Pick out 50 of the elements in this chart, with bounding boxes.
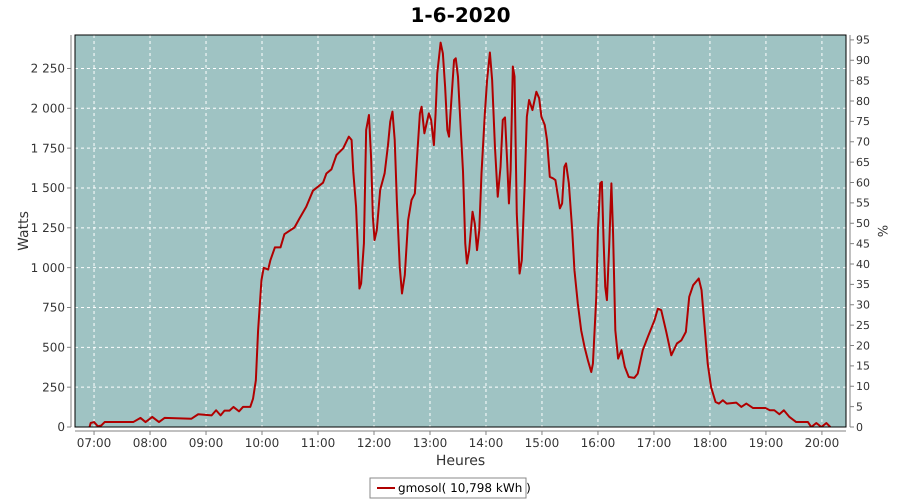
y2-tick-label: 5: [856, 400, 863, 414]
y-tick-label: 750: [42, 300, 65, 315]
line-series: [88, 42, 832, 427]
x-tick-label: 16:00: [580, 436, 616, 450]
y2-tick-label: 60: [856, 176, 870, 190]
y2-axis-title: %: [874, 224, 889, 238]
y2-tick-label: 50: [856, 217, 870, 230]
y-tick-label: 2 250: [30, 62, 65, 76]
y-tick-label: 0: [57, 420, 65, 434]
y2-tick-label: 45: [856, 237, 870, 250]
y2-tick-label: 30: [856, 298, 870, 312]
x-tick-label: 09:00: [188, 436, 224, 450]
y2-tick-label: 20: [856, 339, 870, 352]
x-tick-label: 13:00: [412, 436, 448, 450]
x-tick-label: 20:00: [804, 436, 840, 450]
y2-tick-label: 0: [856, 420, 863, 434]
y2-tick-label: 75: [856, 115, 870, 128]
x-tick-label: 18:00: [692, 436, 728, 450]
x-tick-label: 17:00: [636, 436, 672, 450]
y-axis-title: Watts: [16, 211, 32, 251]
x-tick-label: 15:00: [524, 436, 560, 450]
y2-tick-label: 65: [856, 156, 870, 169]
y2-tick-label: 90: [856, 54, 870, 68]
x-tick-label: 11:00: [300, 436, 336, 450]
x-tick-label: 08:00: [132, 436, 168, 450]
y2-tick-label: 70: [856, 136, 870, 149]
x-tick-label: 19:00: [748, 436, 784, 450]
y2-tick-label: 25: [856, 318, 870, 332]
x-tick-label: 12:00: [356, 436, 392, 450]
x-tick-label: 14:00: [468, 436, 504, 450]
y2-tick-label: 95: [856, 34, 870, 47]
y2-tick-label: 55: [856, 196, 870, 210]
y2-tick-label: 80: [856, 94, 870, 108]
y-tick-label: 2 000: [30, 102, 65, 116]
chart-title: 1-6-2020: [410, 3, 511, 27]
y2-tick-label: 15: [856, 360, 870, 373]
y-tick-label: 500: [42, 340, 65, 355]
x-tick-label: 07:00: [76, 436, 112, 450]
y-tick-label: 1 750: [30, 141, 65, 156]
y2-tick-label: 85: [856, 74, 870, 88]
y-tick-label: 1 500: [30, 181, 65, 196]
y-tick-label: 1 000: [30, 260, 65, 275]
y-tick-label: 250: [42, 380, 65, 394]
y2-tick-label: 35: [856, 278, 870, 292]
x-axis-title: Heures: [436, 453, 486, 469]
y-tick-label: 1 250: [30, 221, 65, 236]
legend-label: gmosol( 10,798 kWh ): [398, 481, 531, 495]
y2-tick-label: 10: [856, 380, 870, 394]
y2-tick-label: 40: [856, 258, 870, 271]
x-tick-label: 10:00: [244, 436, 280, 450]
